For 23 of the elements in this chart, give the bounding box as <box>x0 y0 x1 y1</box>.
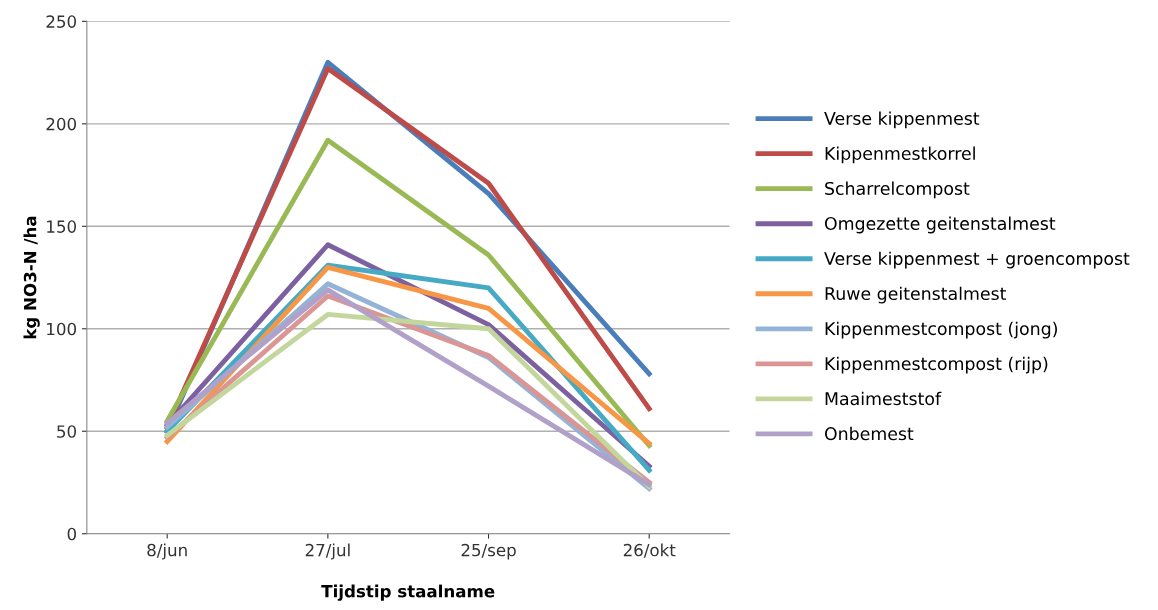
x-tick-label: 26/okt <box>623 543 676 558</box>
x-axis-title: Tijdstip staalname <box>321 584 495 601</box>
x-tick-label: 27/jul <box>305 543 350 560</box>
line-series <box>164 137 652 449</box>
y-tick-label: 50 <box>57 425 77 438</box>
legend-label: Verse kippenmest <box>824 111 980 129</box>
y-tick-label: 250 <box>46 15 77 28</box>
y-tick-label: 100 <box>47 322 77 336</box>
y-tick-label: 0 <box>67 527 77 541</box>
legend-label: Onbemest <box>824 426 914 441</box>
y-tick-label: 150 <box>47 220 77 233</box>
y-tick-label: 200 <box>46 117 77 131</box>
legend-label: Ruwe geitenstalmest <box>825 286 1007 304</box>
legend-label: Omgezette geitenstalmest <box>824 216 1056 234</box>
legend-label: Kippenmestcompost (jong) <box>825 321 1057 339</box>
legend-label: Kippenmestcompost (rijp) <box>825 356 1048 374</box>
x-tick-label: 25/sep <box>461 543 516 560</box>
legend-label: Scharrelcompost <box>825 181 970 199</box>
y-axis-title: kg NO3-N /ha <box>23 216 40 339</box>
x-tick-label: 8/jun <box>147 543 187 560</box>
legend-label: Kippenmestkorrel <box>825 146 975 164</box>
legend-label: Maaimeststof <box>825 391 942 406</box>
legend-label: Verse kippenmest + groencompost <box>824 251 1130 269</box>
